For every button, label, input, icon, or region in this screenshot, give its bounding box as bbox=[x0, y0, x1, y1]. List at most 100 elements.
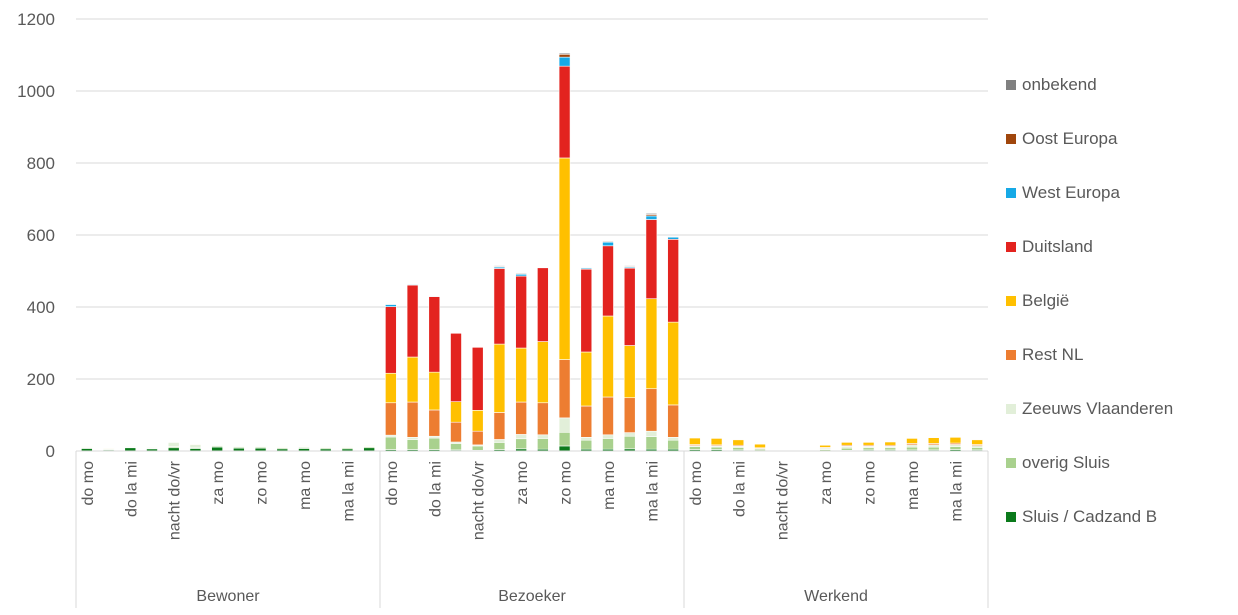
bar-segment bbox=[429, 438, 440, 450]
x-tick-label: ma mo bbox=[601, 461, 618, 510]
bar-segment bbox=[559, 418, 570, 432]
bar-stack bbox=[516, 273, 527, 451]
bar-segment bbox=[624, 266, 635, 267]
bar-stack bbox=[212, 445, 223, 451]
y-tick-label: 600 bbox=[27, 226, 55, 245]
legend-item: België bbox=[1006, 274, 1234, 328]
legend-swatch bbox=[1006, 188, 1016, 198]
bar-segment bbox=[624, 346, 635, 398]
bar-stack bbox=[689, 438, 700, 451]
bar-segment bbox=[494, 268, 505, 344]
bar-segment bbox=[429, 372, 440, 410]
bar-segment bbox=[581, 440, 592, 449]
bar-segment bbox=[603, 435, 614, 439]
x-tick-label: do la mi bbox=[427, 461, 444, 517]
bar-stack bbox=[451, 333, 462, 451]
bar-stack bbox=[81, 446, 92, 451]
bar-segment bbox=[472, 347, 483, 410]
x-tick-label: do mo bbox=[384, 461, 401, 506]
bar-stack bbox=[646, 213, 657, 451]
legend-swatch bbox=[1006, 242, 1016, 252]
legend-item: West Europa bbox=[1006, 166, 1234, 220]
bar-segment bbox=[646, 431, 657, 436]
legend-item: Oost Europa bbox=[1006, 112, 1234, 166]
x-tick-label: za mo bbox=[514, 461, 531, 505]
x-tick-label: ma la mi bbox=[644, 461, 661, 521]
x-tick-label: do la mi bbox=[731, 461, 748, 517]
bar-segment bbox=[646, 437, 657, 450]
legend-swatch bbox=[1006, 350, 1016, 360]
bar-segment bbox=[385, 403, 396, 435]
bar-stack bbox=[928, 438, 939, 451]
legend-label: Sluis / Cadzand B bbox=[1022, 507, 1157, 527]
bar-stacks bbox=[81, 53, 982, 451]
bar-segment bbox=[689, 438, 700, 444]
bar-stack bbox=[885, 442, 896, 451]
bar-segment bbox=[559, 54, 570, 57]
bar-segment bbox=[494, 439, 505, 442]
x-tick-label: za mo bbox=[210, 461, 227, 505]
bar-stack bbox=[581, 267, 592, 451]
bar-segment bbox=[820, 445, 831, 447]
bar-segment bbox=[537, 403, 548, 435]
bar-segment bbox=[516, 273, 527, 274]
bar-segment bbox=[928, 438, 939, 444]
bar-segment bbox=[646, 389, 657, 431]
legend-swatch bbox=[1006, 512, 1016, 522]
bar-segment bbox=[385, 437, 396, 450]
bar-stack bbox=[841, 442, 852, 451]
group-label: Bezoeker bbox=[498, 588, 566, 605]
bar-segment bbox=[581, 437, 592, 440]
bar-segment bbox=[863, 448, 874, 450]
bar-stack bbox=[863, 442, 874, 451]
bar-segment bbox=[668, 237, 679, 239]
bar-segment bbox=[646, 220, 657, 299]
bar-stack bbox=[147, 447, 158, 451]
bar-stack bbox=[255, 446, 266, 451]
legend-swatch bbox=[1006, 80, 1016, 90]
bar-segment bbox=[516, 348, 527, 402]
group-label: Bewoner bbox=[196, 588, 260, 605]
bar-segment bbox=[668, 239, 679, 322]
bar-segment bbox=[472, 431, 483, 445]
bar-stack bbox=[668, 236, 679, 451]
bar-stack bbox=[624, 266, 635, 451]
x-tick-label: ma la mi bbox=[948, 461, 965, 521]
bar-segment bbox=[494, 344, 505, 412]
bar-segment bbox=[385, 373, 396, 403]
bar-segment bbox=[907, 445, 918, 447]
bar-segment bbox=[885, 442, 896, 445]
bar-stack bbox=[385, 304, 396, 451]
bar-segment bbox=[950, 445, 961, 447]
bar-segment bbox=[472, 446, 483, 450]
legend-swatch bbox=[1006, 296, 1016, 306]
bar-segment bbox=[559, 57, 570, 66]
bar-segment bbox=[733, 447, 744, 450]
bar-stack bbox=[755, 444, 766, 451]
bar-segment bbox=[624, 436, 635, 449]
bar-segment bbox=[907, 447, 918, 450]
bar-segment bbox=[646, 299, 657, 389]
bar-segment bbox=[385, 307, 396, 374]
legend-item: Zeeuws Vlaanderen bbox=[1006, 382, 1234, 436]
bar-segment bbox=[385, 304, 396, 306]
bar-stack bbox=[494, 266, 505, 451]
y-tick-label: 200 bbox=[27, 370, 55, 389]
bar-segment bbox=[863, 442, 874, 445]
bar-segment bbox=[624, 433, 635, 437]
bar-segment bbox=[494, 266, 505, 267]
bar-segment bbox=[429, 410, 440, 436]
bar-segment bbox=[668, 440, 679, 449]
legend-item: overig Sluis bbox=[1006, 436, 1234, 490]
x-tick-label: do mo bbox=[80, 461, 97, 506]
bar-segment bbox=[711, 438, 722, 444]
legend-swatch bbox=[1006, 458, 1016, 468]
bar-segment bbox=[559, 66, 570, 158]
bar-segment bbox=[559, 446, 570, 451]
bar-segment bbox=[581, 352, 592, 406]
x-tick-label: ma mo bbox=[297, 461, 314, 510]
legend-item: Sluis / Cadzand B bbox=[1006, 490, 1234, 544]
bar-segment bbox=[537, 435, 548, 439]
bar-stack bbox=[472, 347, 483, 451]
